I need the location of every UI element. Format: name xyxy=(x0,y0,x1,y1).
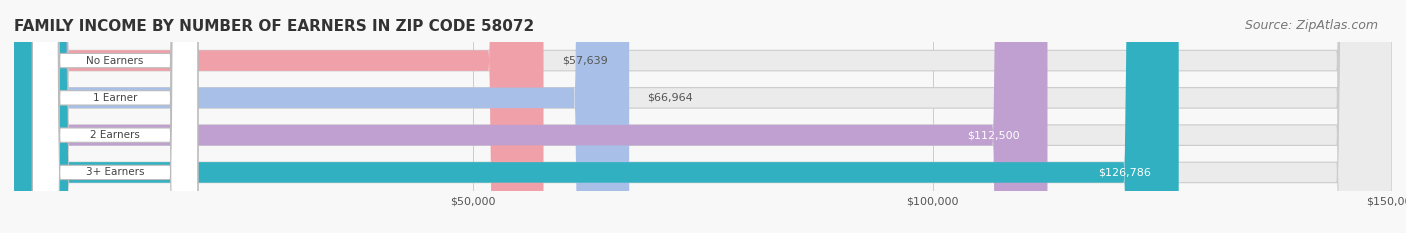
Text: 1 Earner: 1 Earner xyxy=(93,93,138,103)
FancyBboxPatch shape xyxy=(32,0,198,233)
FancyBboxPatch shape xyxy=(14,0,628,233)
Text: $112,500: $112,500 xyxy=(967,130,1019,140)
Text: $66,964: $66,964 xyxy=(648,93,693,103)
FancyBboxPatch shape xyxy=(14,0,1392,233)
FancyBboxPatch shape xyxy=(14,0,544,233)
Text: $57,639: $57,639 xyxy=(562,56,607,65)
FancyBboxPatch shape xyxy=(32,0,198,233)
Text: $126,786: $126,786 xyxy=(1098,168,1152,177)
Text: Source: ZipAtlas.com: Source: ZipAtlas.com xyxy=(1244,19,1378,32)
FancyBboxPatch shape xyxy=(32,0,198,233)
FancyBboxPatch shape xyxy=(14,0,1047,233)
FancyBboxPatch shape xyxy=(14,0,1392,233)
Text: No Earners: No Earners xyxy=(86,56,143,65)
FancyBboxPatch shape xyxy=(32,0,198,233)
Text: 2 Earners: 2 Earners xyxy=(90,130,141,140)
Text: 3+ Earners: 3+ Earners xyxy=(86,168,145,177)
FancyBboxPatch shape xyxy=(14,0,1178,233)
FancyBboxPatch shape xyxy=(14,0,1392,233)
Text: FAMILY INCOME BY NUMBER OF EARNERS IN ZIP CODE 58072: FAMILY INCOME BY NUMBER OF EARNERS IN ZI… xyxy=(14,19,534,34)
FancyBboxPatch shape xyxy=(14,0,1392,233)
